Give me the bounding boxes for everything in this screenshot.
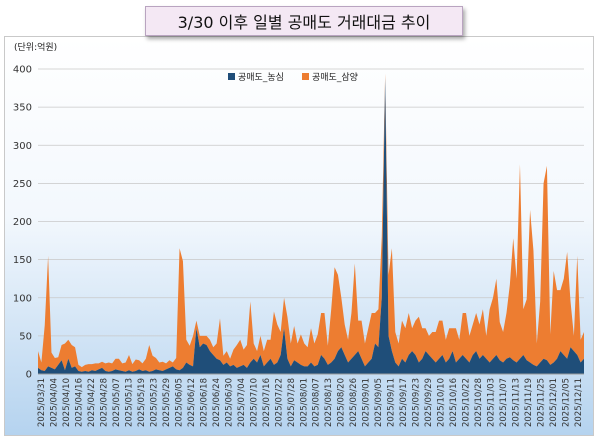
- x-tick-label: 2025/10/16: [449, 378, 459, 427]
- y-tick-label: 400: [13, 65, 32, 76]
- chart-title: 3/30 이후 일별 공매도 거래대금 추이: [145, 6, 463, 36]
- legend-swatch: [228, 73, 235, 80]
- x-tick-label: 2025/07/28: [287, 378, 297, 427]
- x-tick-label: 2025/08/07: [312, 378, 322, 427]
- x-tick-label: 2025/11/13: [512, 378, 522, 427]
- x-tick-label: 2025/05/07: [112, 378, 122, 427]
- x-tick-label: 2025/10/10: [437, 378, 447, 427]
- x-tick-label: 2025/05/19: [137, 378, 147, 427]
- legend-swatch: [302, 73, 309, 80]
- y-axis: 0 50 100 150 200 250 300 350 400: [13, 65, 584, 381]
- series-samyang-area: [38, 73, 584, 372]
- y-tick-label: 150: [13, 255, 32, 266]
- x-tick-label: 2025/06/18: [199, 378, 209, 427]
- x-tick-label: 2025/09/11: [387, 378, 397, 427]
- x-tick-label: 2025/07/04: [237, 378, 247, 427]
- legend: 공매도_농심 공매도_삼양: [228, 72, 358, 83]
- x-tick-label: 2025/04/28: [99, 378, 109, 427]
- y-tick-label: 100: [13, 293, 32, 304]
- y-tick-label: 0: [26, 370, 32, 381]
- x-tick-label: 2025/04/22: [87, 378, 97, 427]
- x-tick-label: 2025/11/25: [537, 378, 547, 427]
- legend-label: 공매도_삼양: [312, 72, 358, 83]
- x-tick-label: 2025/10/22: [462, 378, 472, 427]
- x-tick-label: 2025/11/07: [499, 378, 509, 427]
- x-tick-label: 2025/03/31: [37, 378, 47, 427]
- x-axis: 2025/03/31 2025/04/04 2025/04/10 2025/04/16…: [37, 378, 584, 427]
- x-tick-label: 2025/11/03: [487, 378, 497, 427]
- x-tick-label: 2025/07/22: [274, 378, 284, 427]
- x-tick-label: 2025/09/23: [412, 378, 422, 427]
- unit-label: (단위:억원): [14, 41, 57, 53]
- x-tick-label: 2025/06/24: [212, 378, 222, 427]
- y-tick-label: 200: [13, 217, 32, 228]
- x-tick-label: 2025/09/17: [399, 378, 409, 427]
- x-tick-label: 2025/10/28: [474, 378, 484, 427]
- x-tick-label: 2025/05/23: [149, 378, 159, 427]
- chart-title-text: 3/30 이후 일별 공매도 거래대금 추이: [177, 13, 431, 32]
- x-tick-label: 2025/09/29: [424, 378, 434, 427]
- x-tick-label: 2025/09/05: [374, 378, 384, 427]
- x-tick-label: 2025/08/20: [337, 378, 347, 427]
- x-tick-label: 2025/05/13: [124, 378, 134, 427]
- x-tick-label: 2025/04/10: [62, 378, 72, 427]
- x-tick-label: 2025/08/13: [324, 378, 334, 427]
- x-tick-label: 2025/07/10: [249, 378, 259, 427]
- x-tick-label: 2025/04/04: [49, 378, 59, 427]
- x-tick-label: 2025/04/16: [74, 378, 84, 427]
- x-tick-label: 2025/12/01: [549, 378, 559, 427]
- y-tick-label: 250: [13, 179, 32, 190]
- legend-label: 공매도_농심: [238, 72, 284, 83]
- x-tick-label: 2025/06/12: [187, 378, 197, 427]
- x-tick-label: 2025/08/01: [299, 378, 309, 427]
- x-tick-label: 2025/11/19: [524, 378, 534, 427]
- x-tick-label: 2025/12/05: [562, 378, 572, 427]
- y-tick-label: 50: [19, 331, 32, 342]
- x-tick-label: 2025/08/26: [349, 378, 359, 427]
- x-tick-label: 2025/05/29: [162, 378, 172, 427]
- y-tick-label: 350: [13, 103, 32, 114]
- x-tick-label: 2025/07/16: [262, 378, 272, 427]
- x-tick-label: 2025/09/01: [362, 378, 372, 427]
- x-tick-label: 2025/12/11: [574, 378, 584, 427]
- y-tick-label: 300: [13, 141, 32, 152]
- area-series: [38, 73, 584, 374]
- x-tick-label: 2025/06/05: [174, 378, 184, 427]
- x-tick-label: 2025/06/30: [224, 378, 234, 427]
